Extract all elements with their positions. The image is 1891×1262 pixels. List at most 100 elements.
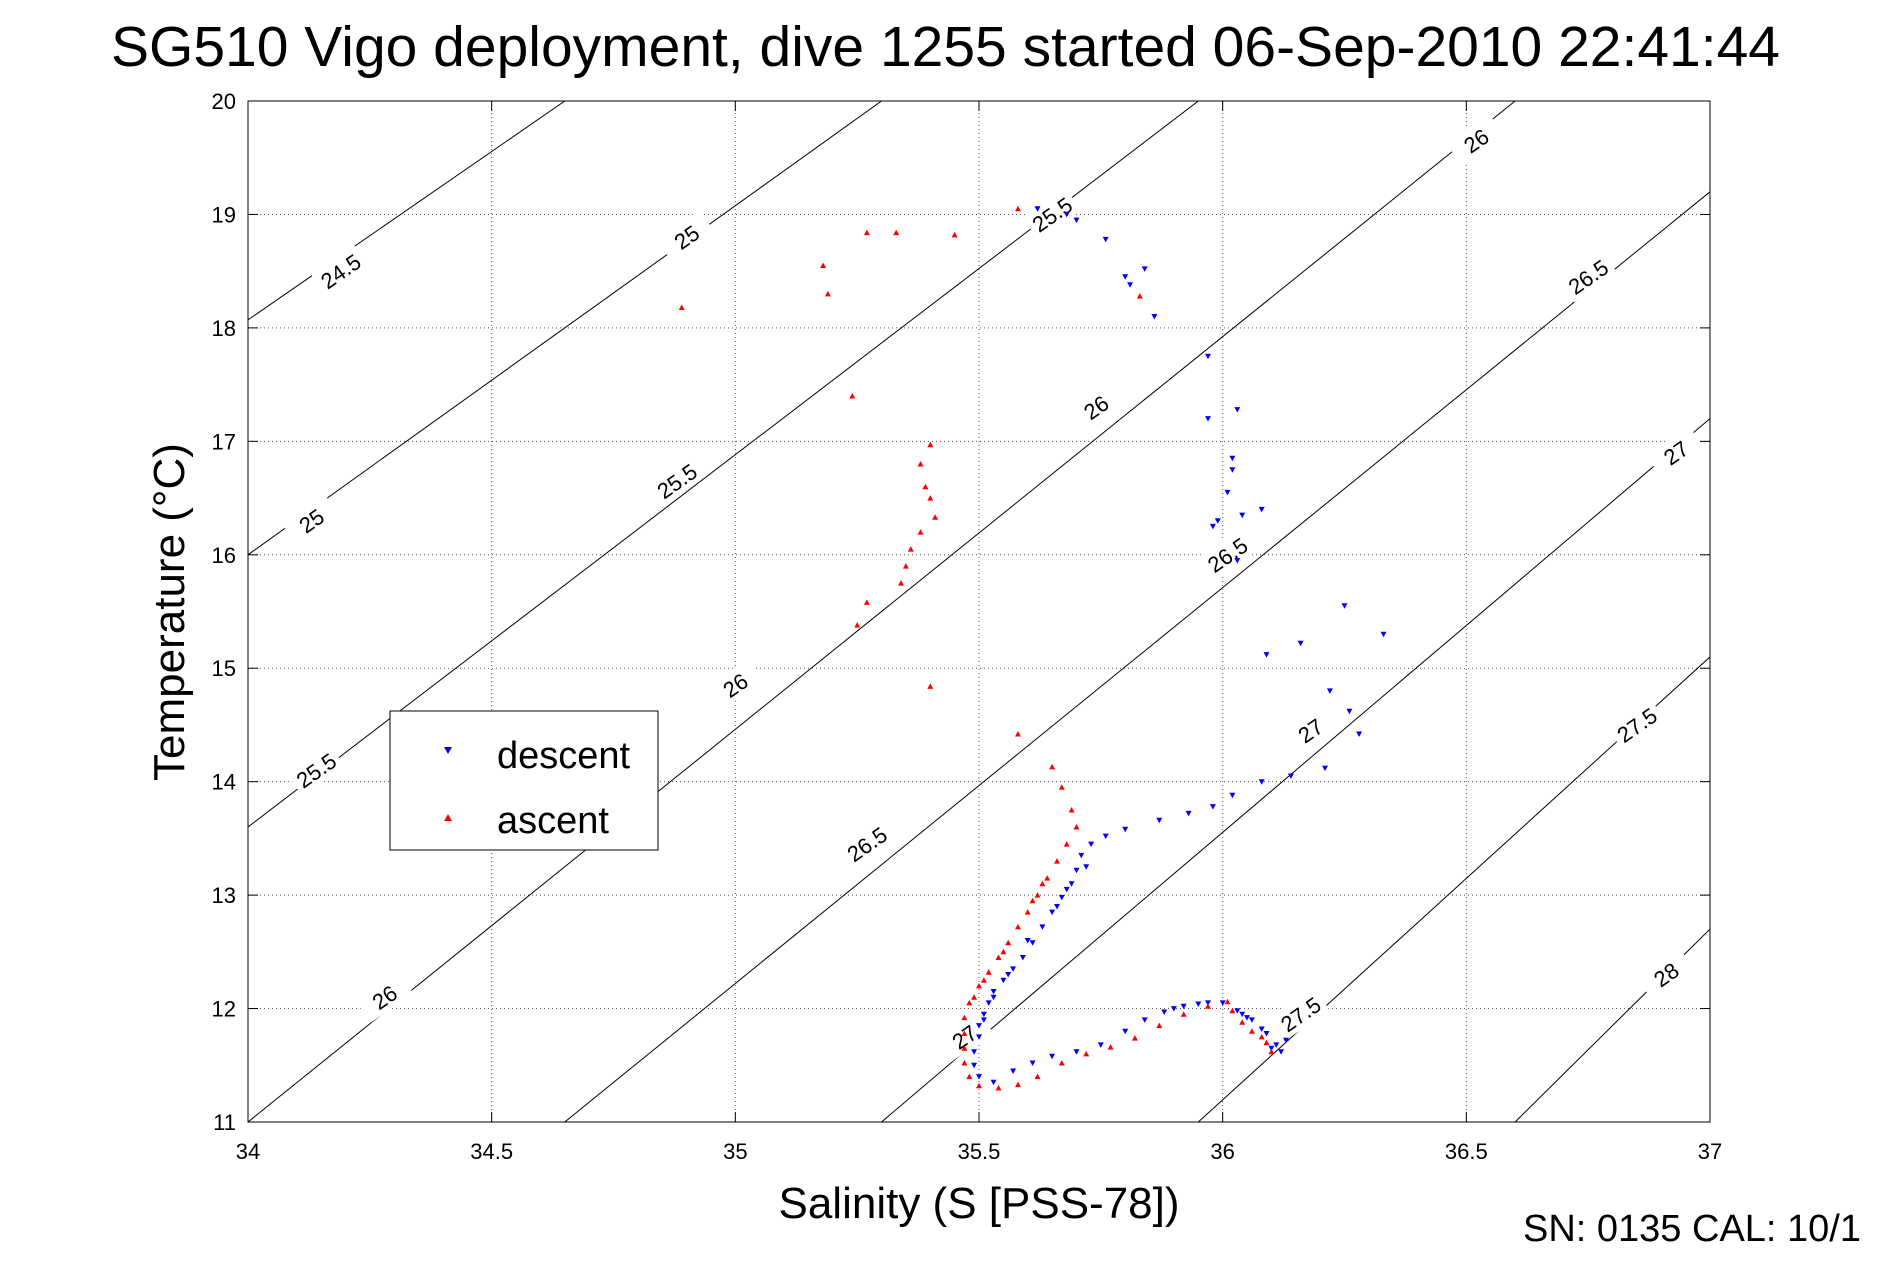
data-point-ascent bbox=[863, 599, 870, 605]
contour-label-bg bbox=[286, 743, 345, 796]
data-point-descent bbox=[985, 1000, 992, 1006]
data-point-descent bbox=[1258, 779, 1265, 785]
data-point-descent bbox=[1268, 1045, 1275, 1052]
data-point-ascent bbox=[1054, 858, 1060, 864]
data-point-descent bbox=[1054, 904, 1060, 910]
data-point-ascent bbox=[1136, 293, 1143, 299]
data-point-ascent bbox=[1258, 1033, 1265, 1040]
data-point-descent bbox=[1102, 833, 1109, 840]
data-point-descent bbox=[1234, 407, 1241, 413]
data-point-descent bbox=[1063, 211, 1070, 218]
data-point-ascent bbox=[917, 529, 924, 535]
isopycnal-line bbox=[881, 418, 1710, 1122]
contour-label-bg bbox=[1606, 697, 1666, 751]
data-point-descent bbox=[1151, 314, 1158, 320]
data-point-descent bbox=[1248, 1017, 1255, 1023]
contour-label: 27 bbox=[1645, 425, 1705, 479]
contour-label-bg bbox=[705, 657, 765, 711]
data-point-ascent bbox=[1180, 1011, 1187, 1017]
y-tick-label: 12 bbox=[212, 997, 236, 1022]
contour-label-bg bbox=[1022, 187, 1081, 240]
data-point-ascent bbox=[980, 977, 987, 983]
data-point-ascent bbox=[1034, 892, 1041, 898]
data-point-ascent bbox=[849, 393, 856, 399]
data-point-ascent bbox=[927, 441, 934, 448]
data-point-descent bbox=[1063, 886, 1070, 893]
data-point-ascent bbox=[1039, 880, 1046, 887]
contour-label: 25 bbox=[656, 209, 716, 263]
data-point-descent bbox=[1214, 518, 1221, 524]
data-point-descent bbox=[1122, 274, 1129, 280]
data-point-descent bbox=[1068, 881, 1075, 887]
data-point-ascent bbox=[976, 982, 982, 989]
data-point-descent bbox=[971, 1049, 978, 1055]
contour-label-bg bbox=[646, 453, 706, 507]
data-point-ascent bbox=[1083, 1050, 1090, 1057]
data-point-ascent bbox=[1107, 1044, 1114, 1050]
data-point-descent bbox=[1161, 1009, 1168, 1015]
legend-descent-marker bbox=[444, 747, 452, 754]
x-tick-label: 34.5 bbox=[470, 1139, 513, 1164]
data-point-ascent bbox=[1205, 1003, 1211, 1009]
data-point-descent bbox=[1102, 236, 1109, 243]
data-point-ascent bbox=[854, 622, 861, 628]
contour-label-bg bbox=[1270, 986, 1330, 1040]
data-point-descent bbox=[990, 1079, 997, 1086]
legend-box bbox=[389, 710, 659, 851]
axis-ticks: 34 34.5 35 35.5 36 36.5 37 11 12 13 14 15 16 17 18 19 20 bbox=[212, 89, 1723, 1164]
contour-label: 25.5 bbox=[286, 743, 345, 796]
x-tick-label: 37 bbox=[1698, 1139, 1722, 1164]
x-tick-label: 36 bbox=[1210, 1139, 1234, 1164]
data-point-ascent bbox=[1248, 1028, 1255, 1034]
data-point-descent bbox=[1239, 512, 1246, 519]
data-point-ascent bbox=[966, 1073, 973, 1080]
data-point-descent bbox=[1078, 852, 1085, 859]
data-point-ascent bbox=[1044, 875, 1051, 881]
data-point-descent bbox=[1297, 640, 1304, 647]
data-points bbox=[678, 205, 1387, 1091]
contour-label: 26.5 bbox=[1558, 249, 1617, 303]
data-point-descent bbox=[1170, 1006, 1177, 1012]
y-tick-label: 13 bbox=[212, 883, 236, 908]
isopycnal-line bbox=[248, 101, 882, 556]
data-point-descent bbox=[1263, 1031, 1270, 1037]
data-point-ascent bbox=[917, 461, 924, 467]
x-tick-label: 36.5 bbox=[1445, 1139, 1488, 1164]
data-point-descent bbox=[1024, 938, 1031, 944]
data-point-ascent bbox=[1058, 784, 1065, 790]
data-point-descent bbox=[1073, 217, 1080, 224]
y-tick-label: 18 bbox=[212, 316, 236, 341]
y-axis-label: Temperature (°C) bbox=[145, 443, 194, 781]
data-point-descent bbox=[1263, 652, 1270, 658]
data-point-descent bbox=[1278, 1049, 1285, 1055]
data-point-descent bbox=[1039, 924, 1046, 930]
x-tick-label: 35.5 bbox=[958, 1139, 1001, 1164]
y-tick-label: 17 bbox=[212, 429, 236, 454]
data-point-descent bbox=[1097, 1042, 1104, 1048]
data-point-descent bbox=[1380, 631, 1387, 638]
contour-label: 28 bbox=[1636, 947, 1695, 1001]
contour-label: 26.5 bbox=[836, 816, 896, 870]
data-point-descent bbox=[1258, 506, 1265, 513]
data-point-descent bbox=[1209, 804, 1216, 810]
contour-label-bg bbox=[934, 1009, 994, 1063]
data-point-descent bbox=[1083, 864, 1090, 870]
data-point-descent bbox=[1073, 1049, 1080, 1055]
data-point-descent bbox=[1356, 731, 1363, 737]
data-point-descent bbox=[1239, 1011, 1246, 1018]
data-point-ascent bbox=[893, 229, 900, 236]
data-point-descent bbox=[1185, 810, 1192, 817]
contour-label-bg bbox=[1280, 703, 1340, 757]
legend: descent ascent bbox=[389, 710, 659, 851]
x-axis-label: Salinity (S [PSS-78]) bbox=[778, 1179, 1179, 1228]
data-point-ascent bbox=[985, 969, 992, 975]
contour-label: 25 bbox=[281, 493, 341, 547]
data-point-ascent bbox=[922, 483, 929, 490]
data-point-descent bbox=[1322, 765, 1328, 772]
contour-label-bg bbox=[1066, 380, 1125, 433]
data-point-descent bbox=[1029, 940, 1036, 946]
data-point-ascent bbox=[961, 1014, 968, 1021]
data-point-ascent bbox=[1029, 897, 1036, 904]
data-point-ascent bbox=[1034, 1073, 1041, 1080]
isopycnal-line bbox=[248, 101, 1516, 1122]
